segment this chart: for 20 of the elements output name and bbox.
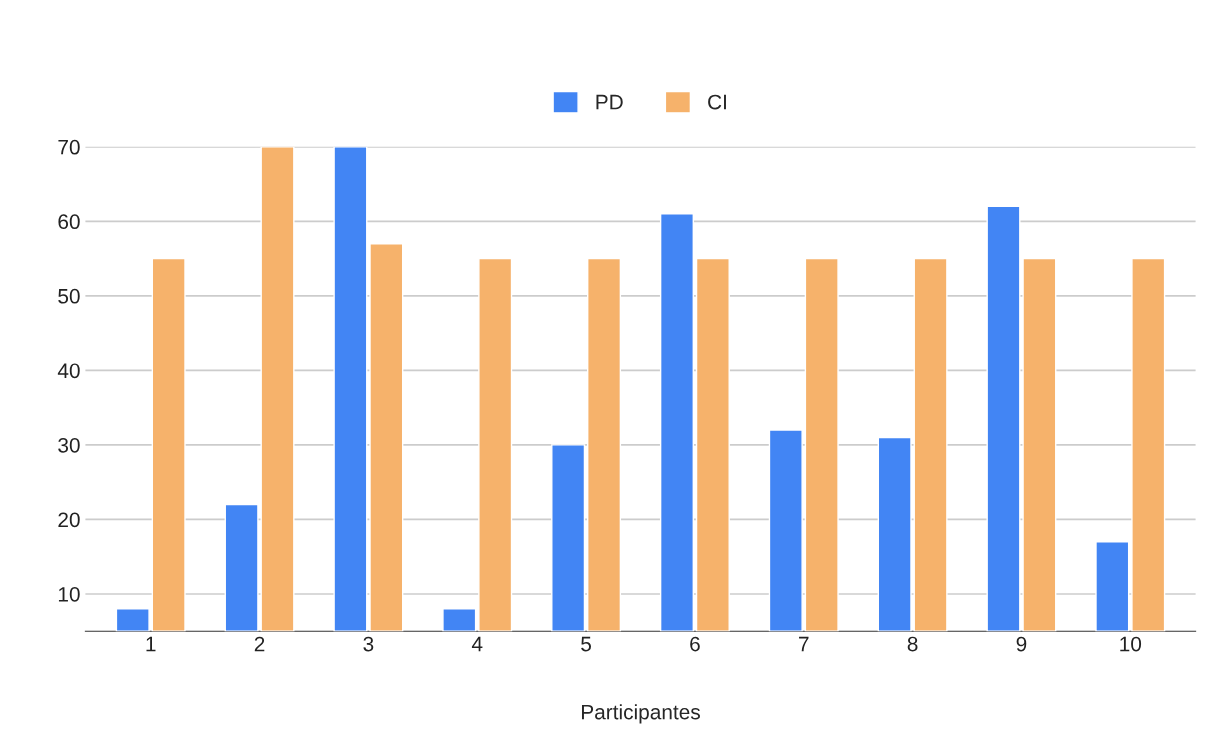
x-tick-label: 5 (581, 636, 591, 652)
legend-label: CI (708, 94, 726, 110)
x-tick-label: 1 (146, 636, 156, 652)
x-tick-label: 7 (799, 636, 809, 652)
x-axis-title: Participantes (582, 704, 700, 724)
y-tick-label: 70 (58, 139, 80, 155)
y-tick-label: 30 (58, 437, 80, 453)
x-tick-label: 4 (471, 636, 483, 652)
x-tick-label: 9 (1016, 636, 1027, 652)
x-tick-label: 8 (907, 636, 918, 652)
x-tick-label: 10 (1120, 636, 1142, 652)
y-tick-label: 50 (58, 288, 80, 304)
y-tick-label: 40 (57, 363, 80, 379)
y-tick-label: 20 (58, 512, 80, 528)
legend-label: PD (596, 94, 623, 110)
x-tick-label: 6 (690, 636, 700, 652)
y-tick-label: 60 (58, 214, 80, 230)
x-tick-label: 2 (254, 636, 265, 652)
y-tick-label: 10 (58, 586, 80, 602)
x-tick-label: 3 (363, 636, 374, 652)
